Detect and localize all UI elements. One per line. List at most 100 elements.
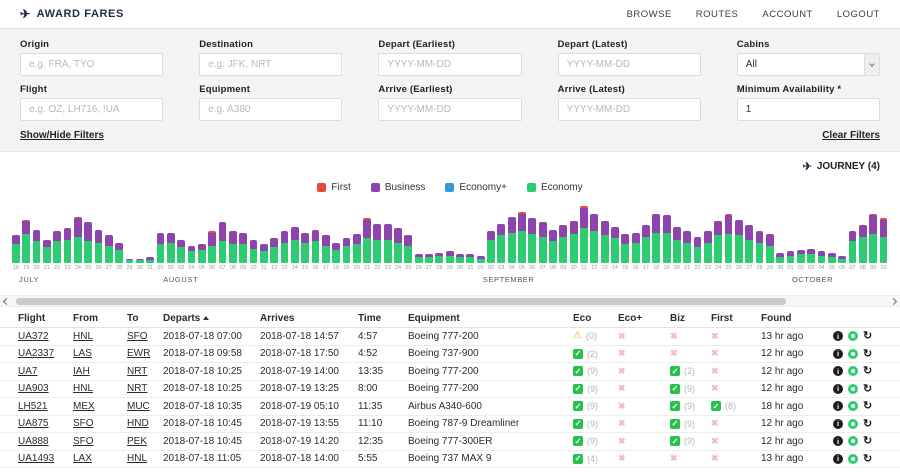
day-tick-label: 31 [146, 265, 154, 272]
chart-bar [528, 218, 536, 263]
from-link[interactable]: LAX [73, 453, 92, 464]
origin-input[interactable] [20, 53, 163, 76]
unavailable-icon: ✖ [711, 331, 719, 342]
flight-input[interactable] [20, 98, 163, 121]
info-icon[interactable]: i [833, 331, 843, 341]
column-header-time[interactable]: Time [358, 313, 408, 324]
equipment-cell: Boeing 777-200 [408, 383, 573, 394]
from-link[interactable]: SFO [73, 418, 94, 429]
legend-item-business[interactable]: Business [371, 181, 426, 193]
column-header-to[interactable]: To [127, 313, 163, 324]
arrive-latest-input[interactable] [558, 98, 701, 121]
from-link[interactable]: LAS [73, 348, 92, 359]
found-cell: 13 hr ago [761, 453, 833, 464]
from-link[interactable]: IAH [73, 366, 90, 377]
column-header-arrives[interactable]: Arrives [260, 313, 358, 324]
from-link[interactable]: SFO [73, 436, 94, 447]
to-link[interactable]: EWR [127, 348, 150, 359]
seat-count: (9) [684, 436, 695, 446]
bar-segment-economy [446, 256, 454, 263]
bar-segment-business [239, 233, 247, 245]
nav-link-logout[interactable]: LOGOUT [837, 9, 880, 20]
watch-icon[interactable] [848, 384, 858, 394]
legend-item-economy-plus[interactable]: Economy+ [445, 181, 507, 193]
flight-link[interactable]: UA888 [18, 436, 49, 447]
flight-link[interactable]: UA7 [18, 366, 37, 377]
to-link[interactable]: SFO [127, 331, 148, 342]
min-availability-input[interactable] [737, 98, 880, 121]
watch-icon[interactable] [848, 436, 858, 446]
watch-icon[interactable] [848, 401, 858, 411]
from-link[interactable]: HNL [73, 383, 93, 394]
column-header-from[interactable]: From [73, 313, 127, 324]
availability-cell-eco: ✓(9) [573, 436, 618, 446]
info-icon[interactable]: i [833, 419, 843, 429]
flight-link[interactable]: UA875 [18, 418, 49, 429]
watch-icon[interactable] [848, 349, 858, 359]
to-link[interactable]: NRT [127, 366, 147, 377]
info-icon[interactable]: i [833, 384, 843, 394]
legend-item-first[interactable]: First [317, 181, 350, 193]
column-header-first[interactable]: First [711, 313, 761, 324]
refresh-icon[interactable]: ↻ [863, 436, 872, 446]
refresh-icon[interactable]: ↻ [863, 454, 872, 464]
depart-latest-input[interactable] [558, 53, 701, 76]
refresh-icon[interactable]: ↻ [863, 366, 872, 376]
flight-cell: UA1493 [18, 453, 73, 464]
column-header-departs[interactable]: Departs [163, 313, 260, 324]
info-icon[interactable]: i [833, 349, 843, 359]
scroll-right-icon[interactable] [890, 298, 897, 305]
flight-link[interactable]: UA903 [18, 383, 49, 394]
watch-icon[interactable] [848, 366, 858, 376]
info-icon[interactable]: i [833, 366, 843, 376]
refresh-icon[interactable]: ↻ [863, 401, 872, 411]
clear-filters-link[interactable]: Clear Filters [822, 130, 880, 141]
column-header-flight[interactable]: Flight [18, 313, 73, 324]
watch-icon[interactable] [848, 419, 858, 429]
column-header-label: Flight [18, 313, 45, 324]
scrollbar-thumb[interactable] [16, 298, 786, 305]
nav-link-browse[interactable]: BROWSE [627, 9, 672, 20]
nav-link-routes[interactable]: ROUTES [696, 9, 739, 20]
flight-link[interactable]: LH521 [18, 401, 47, 412]
watch-icon[interactable] [848, 331, 858, 341]
column-header-equipment[interactable]: Equipment [408, 313, 573, 324]
to-link[interactable]: PEK [127, 436, 147, 447]
flight-link[interactable]: UA1493 [18, 453, 54, 464]
scroll-left-icon[interactable] [3, 298, 10, 305]
equipment-input[interactable] [199, 98, 342, 121]
column-header-found[interactable]: Found [761, 313, 833, 324]
from-link[interactable]: MEX [73, 401, 95, 412]
arrive-earliest-input[interactable] [378, 98, 521, 121]
bar-segment-business [745, 225, 753, 240]
column-header-eco[interactable]: Eco [573, 313, 618, 324]
chart-bar [343, 238, 351, 263]
column-header-biz[interactable]: Biz [670, 313, 711, 324]
refresh-icon[interactable]: ↻ [863, 384, 872, 394]
top-nav: ✈ AWARD FARES BROWSE ROUTES ACCOUNT LOGOUT [0, 0, 900, 29]
cabins-select[interactable]: All [737, 53, 880, 76]
to-link[interactable]: NRT [127, 383, 147, 394]
flight-link[interactable]: UA2337 [18, 348, 54, 359]
watch-icon[interactable] [848, 454, 858, 464]
bar-segment-business [84, 222, 92, 241]
bar-segment-business [250, 240, 258, 249]
refresh-icon[interactable]: ↻ [863, 419, 872, 429]
show-hide-filters-link[interactable]: Show/Hide Filters [20, 130, 104, 141]
legend-item-economy[interactable]: Economy [527, 181, 583, 193]
to-link[interactable]: HND [127, 418, 149, 429]
info-icon[interactable]: i [833, 401, 843, 411]
column-header-eco-plus[interactable]: Eco+ [618, 313, 670, 324]
to-link[interactable]: HNL [127, 453, 147, 464]
refresh-icon[interactable]: ↻ [863, 349, 872, 359]
nav-link-account[interactable]: ACCOUNT [762, 9, 812, 20]
from-link[interactable]: HNL [73, 331, 93, 342]
info-icon[interactable]: i [833, 436, 843, 446]
info-icon[interactable]: i [833, 454, 843, 464]
to-link[interactable]: MUC [127, 401, 150, 412]
depart-earliest-input[interactable] [378, 53, 521, 76]
destination-input[interactable] [199, 53, 342, 76]
refresh-icon[interactable]: ↻ [863, 331, 872, 341]
flight-link[interactable]: UA372 [18, 331, 49, 342]
brand-logo[interactable]: ✈ AWARD FARES [20, 7, 124, 21]
